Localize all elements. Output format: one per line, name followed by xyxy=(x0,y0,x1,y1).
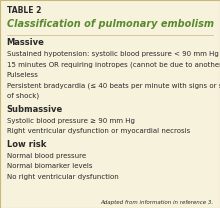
Text: Adapted from information in reference 3.: Adapted from information in reference 3. xyxy=(100,200,213,205)
Text: No right ventricular dysfunction: No right ventricular dysfunction xyxy=(7,174,118,180)
Text: TABLE 2: TABLE 2 xyxy=(7,6,41,15)
Text: of shock): of shock) xyxy=(7,93,39,99)
Text: Normal biomarker levels: Normal biomarker levels xyxy=(7,163,92,169)
Text: Classification of pulmonary embolism: Classification of pulmonary embolism xyxy=(7,19,214,29)
Text: Persistent bradycardia (≤ 40 beats per minute with signs or symptoms: Persistent bradycardia (≤ 40 beats per m… xyxy=(7,82,220,89)
Text: 15 minutes OR requiring inotropes (cannot be due to another cause): 15 minutes OR requiring inotropes (canno… xyxy=(7,61,220,68)
Text: Sustained hypotension: systolic blood pressure < 90 mm Hg for at least: Sustained hypotension: systolic blood pr… xyxy=(7,51,220,57)
Text: Pulseless: Pulseless xyxy=(7,72,38,78)
Text: Right ventricular dysfunction or myocardial necrosis: Right ventricular dysfunction or myocard… xyxy=(7,128,190,134)
Text: Massive: Massive xyxy=(7,38,44,47)
Text: Low risk: Low risk xyxy=(7,140,46,149)
Text: Submassive: Submassive xyxy=(7,105,63,114)
Text: Normal blood pressure: Normal blood pressure xyxy=(7,153,86,159)
Text: Systolic blood pressure ≥ 90 mm Hg: Systolic blood pressure ≥ 90 mm Hg xyxy=(7,118,134,124)
